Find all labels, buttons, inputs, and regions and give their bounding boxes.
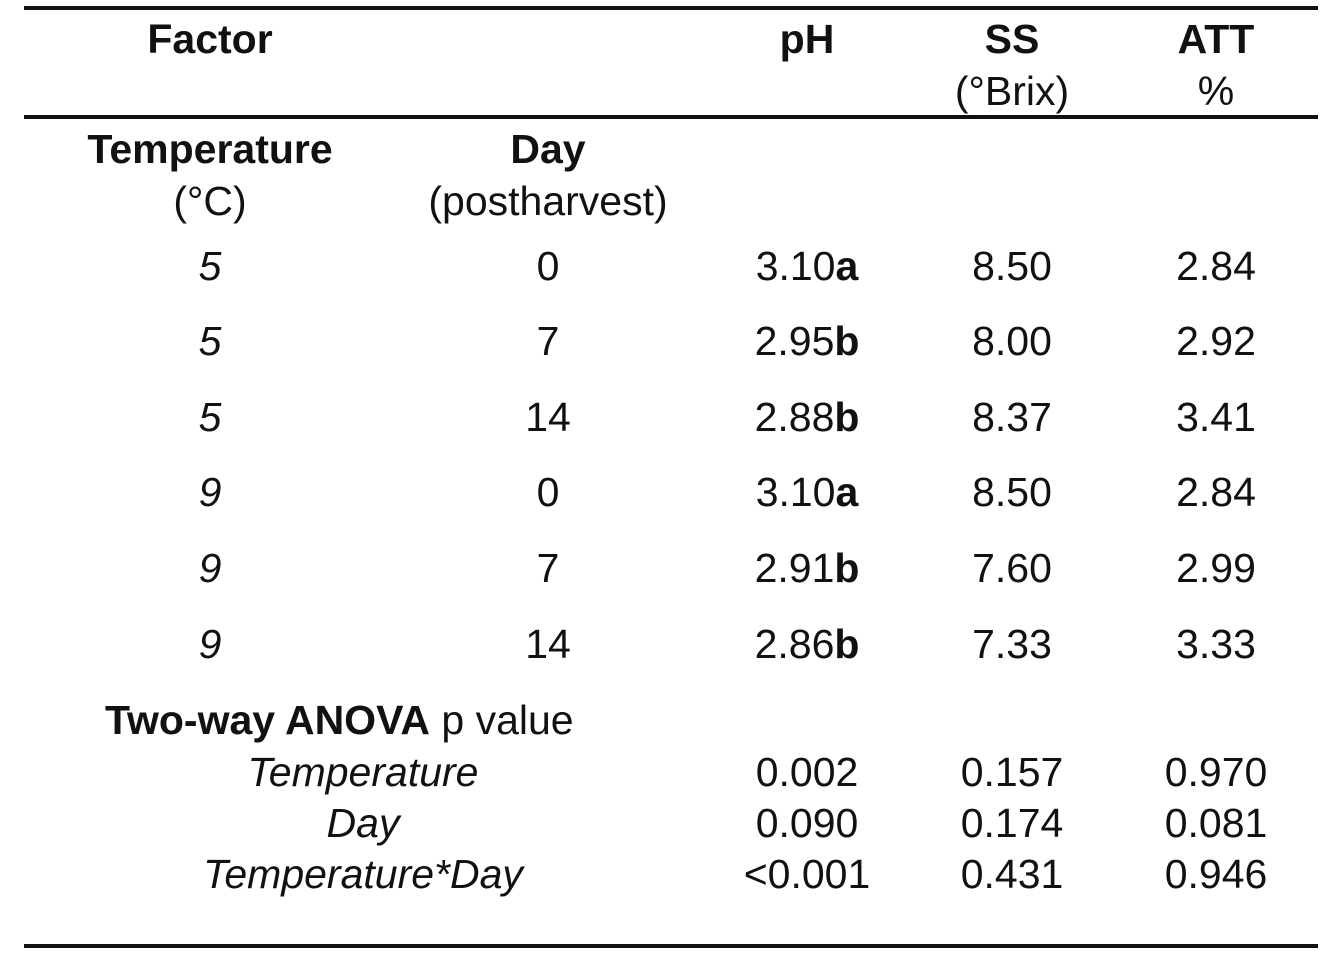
ph-significance-letter: b xyxy=(834,394,860,440)
cell-temperature: 5 xyxy=(198,394,222,440)
cell-ph: 2.86b xyxy=(755,619,860,669)
cell-ss: 8.50 xyxy=(972,243,1052,289)
ph-value: 3.10 xyxy=(755,243,836,289)
cell-att: 2.99 xyxy=(1176,545,1256,591)
anova-factor-label: Temperature*Day xyxy=(203,851,523,897)
subheader-day: Day xyxy=(510,126,586,172)
ph-value: 2.95 xyxy=(754,318,835,364)
anova-ph-p: 0.002 xyxy=(755,749,859,795)
ph-significance-letter: b xyxy=(834,318,860,364)
anova-att-p: 0.081 xyxy=(1164,800,1268,846)
ph-significance-letter: b xyxy=(834,545,860,591)
header-rule xyxy=(24,115,1318,119)
ph-value: 2.86 xyxy=(754,621,835,667)
cell-ss: 7.33 xyxy=(972,621,1052,667)
anova-title: Two-way ANOVA p value xyxy=(105,695,574,745)
cell-att: 2.84 xyxy=(1176,243,1256,289)
cell-temperature: 9 xyxy=(198,545,222,591)
cell-ph: 3.10a xyxy=(756,467,859,517)
cell-day: 14 xyxy=(525,394,571,440)
anova-att-p: 0.946 xyxy=(1164,851,1268,897)
cell-ss: 7.60 xyxy=(972,545,1052,591)
cell-day: 14 xyxy=(525,621,571,667)
cell-temperature: 5 xyxy=(198,318,222,364)
table-bottom-rule xyxy=(24,944,1318,948)
anova-ph-p: <0.001 xyxy=(743,851,871,897)
ph-significance-letter: a xyxy=(835,243,859,289)
table-top-rule xyxy=(24,6,1318,10)
cell-temperature: 9 xyxy=(198,621,222,667)
ph-value: 2.91 xyxy=(754,545,835,591)
ph-value: 2.88 xyxy=(754,394,835,440)
anova-att-p: 0.970 xyxy=(1164,749,1268,795)
anova-ss-p: 0.174 xyxy=(960,800,1064,846)
header-ss: SS xyxy=(984,16,1040,62)
header-factor: Factor xyxy=(147,16,273,62)
cell-ss: 8.50 xyxy=(972,469,1052,515)
anova-title-rest: p value xyxy=(429,697,574,743)
header-ss-unit: (°Brix) xyxy=(954,68,1070,114)
cell-day: 7 xyxy=(536,318,560,364)
anova-factor-label: Temperature xyxy=(247,749,479,795)
cell-ph: 2.91b xyxy=(755,543,860,593)
ph-significance-letter: a xyxy=(835,469,859,515)
cell-day: 0 xyxy=(536,243,560,289)
header-att: ATT xyxy=(1177,16,1255,62)
cell-temperature: 5 xyxy=(198,243,222,289)
cell-day: 0 xyxy=(536,469,560,515)
subheader-temperature: Temperature xyxy=(87,126,333,172)
cell-ss: 8.00 xyxy=(972,318,1052,364)
cell-ph: 3.10a xyxy=(756,241,859,291)
cell-day: 7 xyxy=(536,545,560,591)
header-att-unit: % xyxy=(1197,68,1235,114)
cell-ph: 2.88b xyxy=(755,392,860,442)
header-ph: pH xyxy=(779,16,835,62)
cell-att: 3.33 xyxy=(1176,621,1256,667)
cell-att: 3.41 xyxy=(1176,394,1256,440)
cell-att: 2.92 xyxy=(1176,318,1256,364)
ph-value: 3.10 xyxy=(755,469,836,515)
ph-significance-letter: b xyxy=(834,621,860,667)
cell-temperature: 9 xyxy=(198,469,222,515)
cell-att: 2.84 xyxy=(1176,469,1256,515)
anova-factor-label: Day xyxy=(326,800,400,846)
anova-ss-p: 0.431 xyxy=(960,851,1064,897)
anova-ph-p: 0.090 xyxy=(755,800,859,846)
cell-ph: 2.95b xyxy=(755,316,860,366)
subheader-day-unit: (postharvest) xyxy=(428,178,668,224)
cell-ss: 8.37 xyxy=(972,394,1052,440)
subheader-temperature-unit: (°C) xyxy=(173,178,247,224)
anova-title-bold: Two-way ANOVA xyxy=(105,697,430,743)
anova-ss-p: 0.157 xyxy=(960,749,1064,795)
